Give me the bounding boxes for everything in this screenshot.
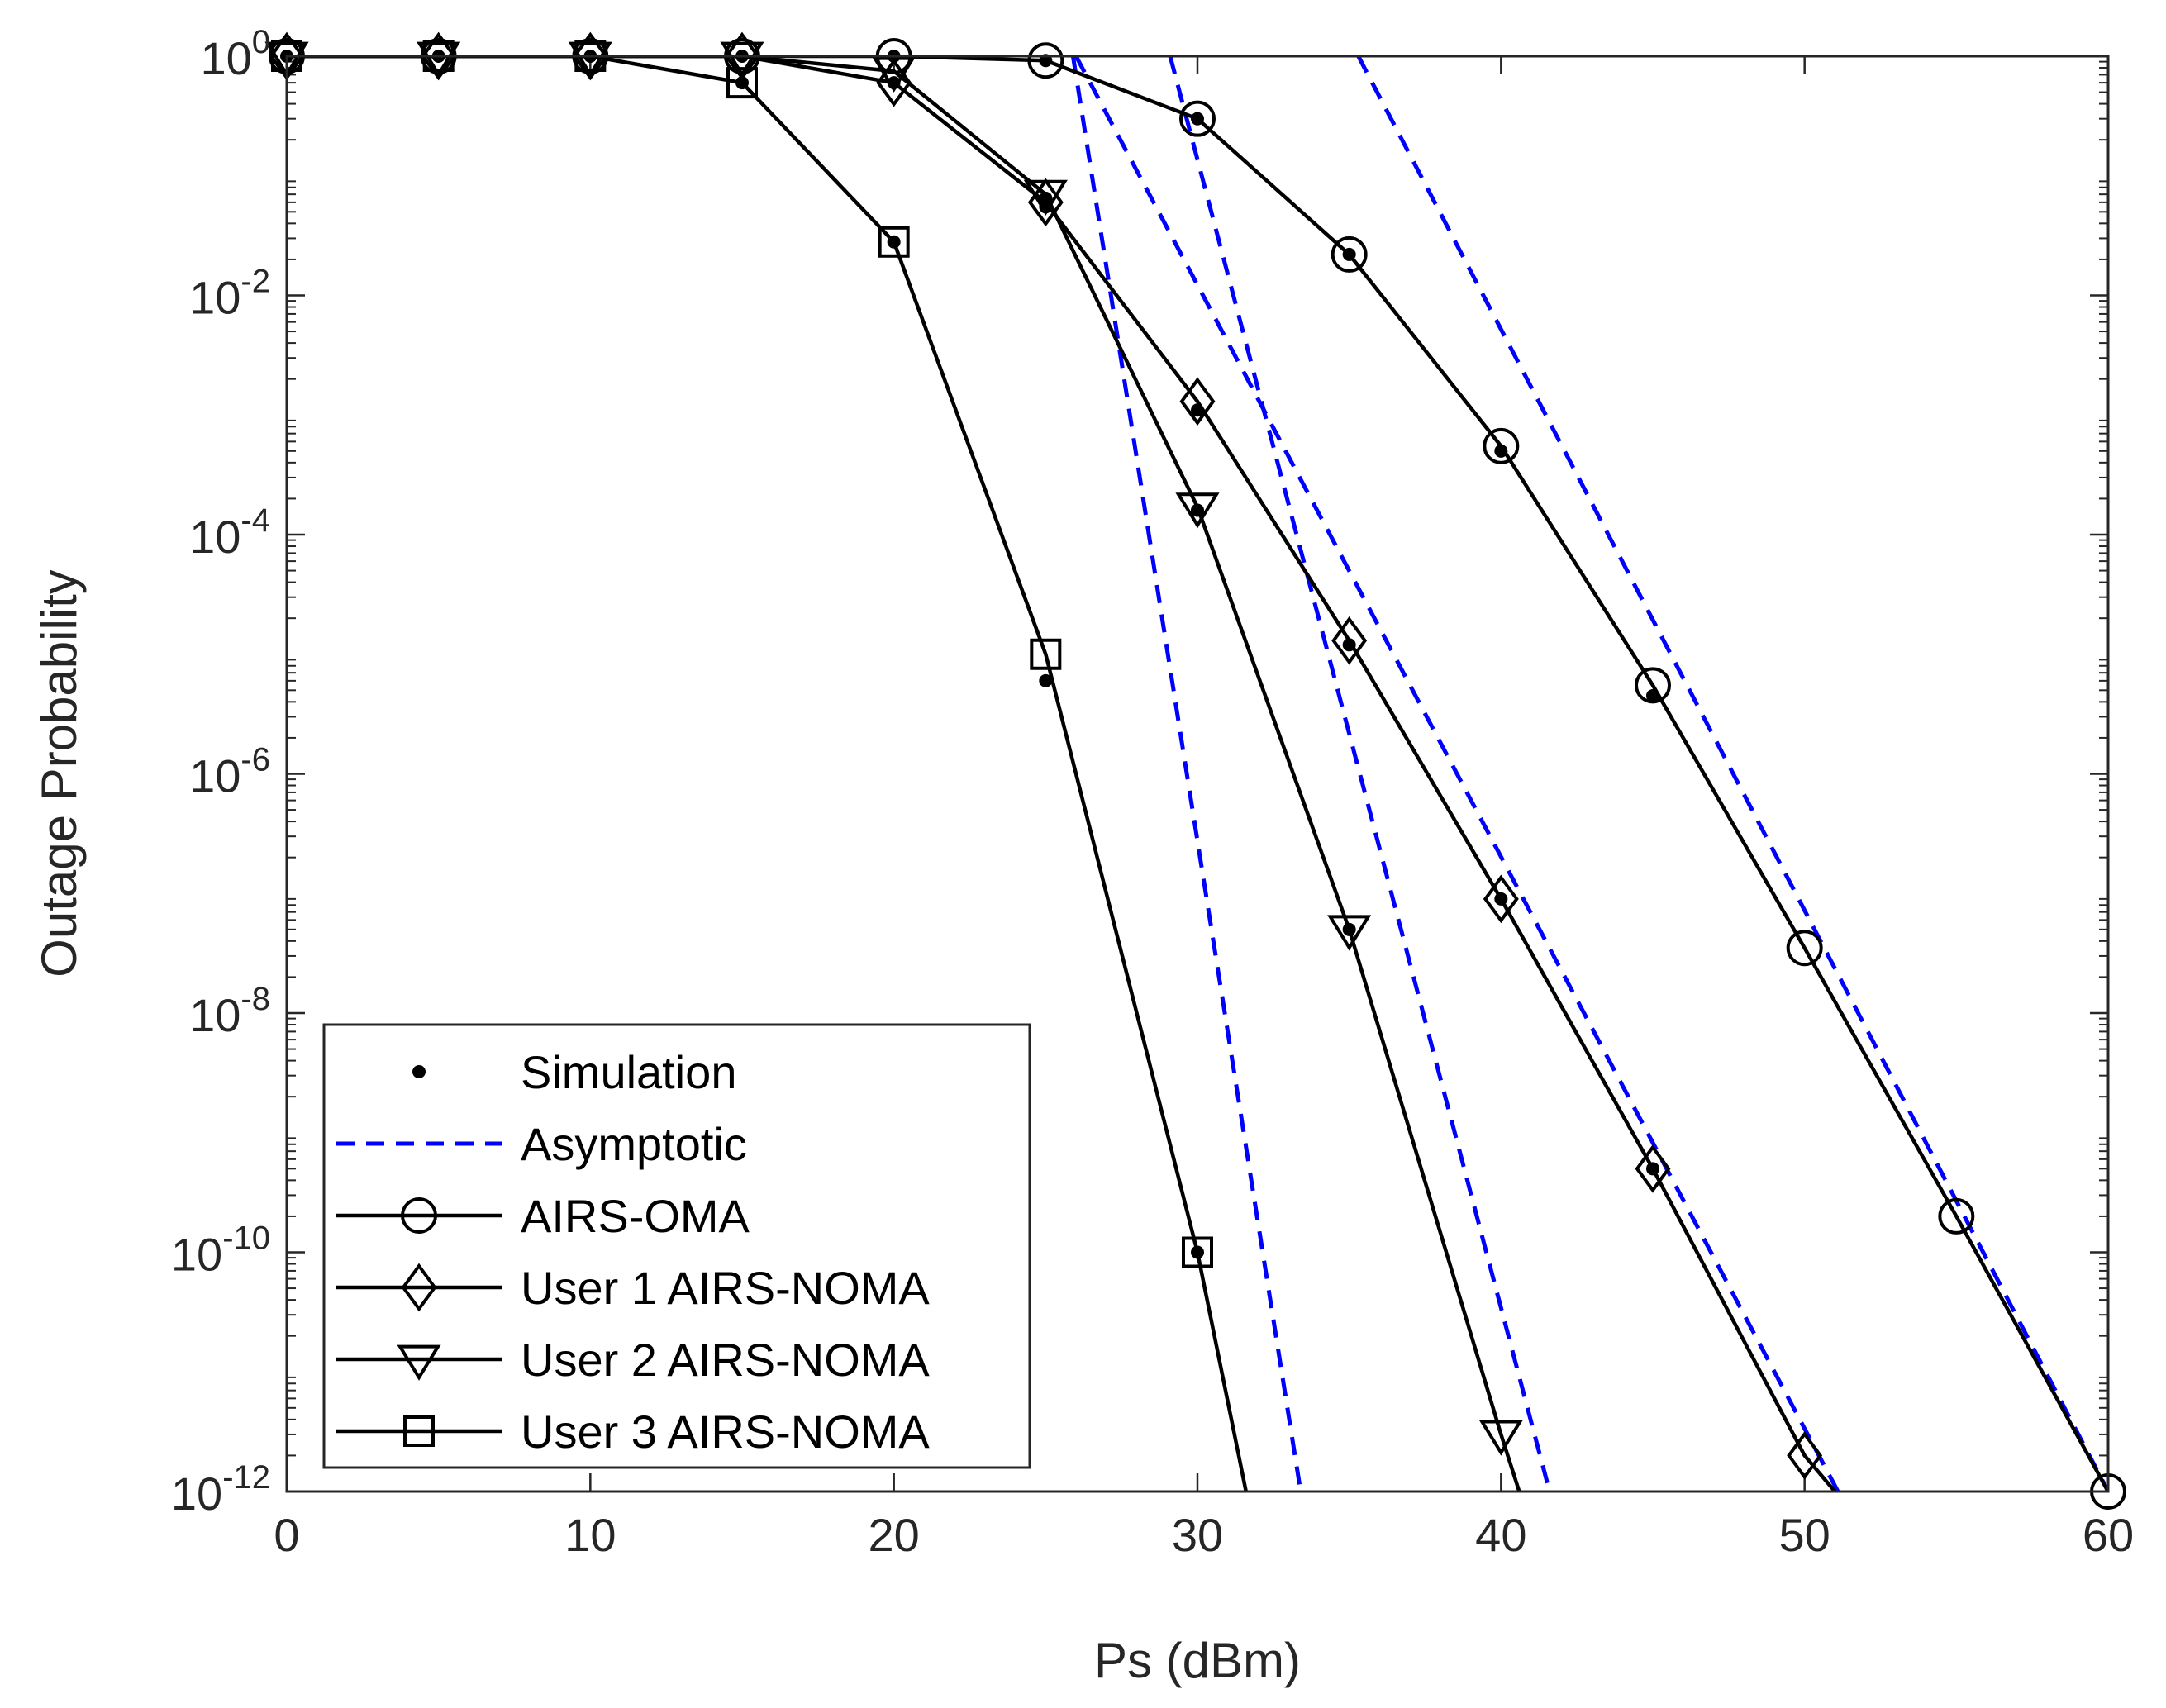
simulation-point (735, 76, 749, 90)
series-line (287, 56, 1248, 1492)
x-tick-label: 0 (274, 1509, 299, 1561)
y-tick-label: 10-12 (171, 1459, 270, 1520)
simulation-point (1342, 247, 1356, 261)
simulation-point (1191, 1245, 1204, 1259)
diamond-marker (1483, 874, 1519, 924)
legend-dot (412, 1065, 426, 1078)
asymptotic-line (1356, 56, 2108, 1492)
y-tick-label: 100 (200, 24, 270, 84)
y-tick-label: 10-2 (189, 264, 270, 324)
simulation-point (887, 235, 901, 249)
square-marker (878, 226, 910, 258)
minor-ticks (287, 60, 2108, 1457)
series-line (287, 56, 1521, 1492)
simulation-point (1646, 1162, 1659, 1176)
x-axis-label: Ps (dBm) (1094, 1633, 1301, 1688)
x-tick-label: 60 (2083, 1509, 2134, 1561)
x-tick-label: 10 (564, 1509, 616, 1561)
axes-box (285, 55, 2110, 1493)
x-tick-label: 50 (1779, 1509, 1830, 1561)
simulation-point (1342, 922, 1356, 936)
simulation-point (1494, 444, 1508, 458)
asymptotic-line (1168, 56, 1552, 1492)
simulation-point (1191, 112, 1204, 126)
simulation-point (1646, 688, 1659, 702)
simulation-point (1342, 638, 1356, 652)
square-marker (1030, 638, 1062, 670)
triangle-down-marker (1175, 492, 1220, 529)
y-tick-label: 10-10 (171, 1220, 270, 1281)
x-tick-labels: 0 10 20 30 40 50 60 (274, 1509, 2134, 1561)
legend-label: Asymptotic (521, 1118, 747, 1170)
diamond-marker (421, 31, 457, 81)
triangle-down-marker (397, 1344, 441, 1381)
y-tick-label: 10-6 (189, 742, 270, 802)
triangle-down-marker (1478, 1420, 1523, 1456)
y-tick-label: 10-8 (189, 981, 270, 1041)
series-line (287, 56, 1837, 1492)
diamond-marker (401, 1263, 437, 1312)
y-axis-label: Outage Probability (31, 569, 87, 978)
simulation-point (1039, 673, 1053, 687)
simulation-point (887, 76, 901, 90)
legend-label: User 3 AIRS-NOMA (521, 1406, 930, 1458)
triangle-down-marker (1327, 915, 1372, 951)
legend-label: Simulation (521, 1046, 736, 1098)
circle-marker (1786, 930, 1823, 967)
circle-marker (401, 1197, 437, 1234)
diamond-marker (1787, 1431, 1823, 1480)
diamond-marker (1331, 616, 1368, 665)
circle-marker (1027, 42, 1064, 79)
y-tick-label: 10-4 (189, 502, 270, 563)
triangle-down-marker (1023, 179, 1068, 216)
diamond-marker (876, 58, 912, 107)
asymptotic-line (1070, 56, 1303, 1492)
simulation-point (1191, 403, 1204, 417)
circle-marker (1179, 100, 1216, 137)
square-marker (1182, 1236, 1213, 1268)
asymptotic-line (1073, 56, 1840, 1492)
y-tick-labels: 100 10-2 10-4 10-6 10-8 10-10 10-12 (171, 24, 270, 1520)
simulation-point (1191, 503, 1204, 517)
x-tick-label: 40 (1475, 1509, 1526, 1561)
legend-label: User 2 AIRS-NOMA (521, 1334, 930, 1386)
simulation-point (1039, 191, 1053, 205)
square-marker (726, 67, 758, 99)
simulation-point (1494, 892, 1508, 906)
circle-marker (1938, 1197, 1975, 1235)
legend-box (322, 1023, 1031, 1469)
x-tick-label: 30 (1172, 1509, 1223, 1561)
circle-marker (1483, 427, 1520, 464)
diamond-marker (1179, 377, 1216, 426)
legend-label: User 1 AIRS-NOMA (521, 1262, 930, 1314)
square-marker (403, 1415, 435, 1447)
diamond-marker (572, 31, 608, 81)
plot-area (264, 31, 2126, 1510)
circle-marker (1331, 236, 1368, 273)
triangle-down-marker (720, 41, 764, 78)
x-tick-label: 20 (869, 1509, 920, 1561)
legend: Simulation Asymptotic AIRS-OMA User 1 AIRS-… (322, 1023, 1031, 1469)
plot-clipped-group (287, 56, 2108, 1492)
diamond-marker (1635, 1144, 1671, 1193)
legend-label: AIRS-OMA (521, 1190, 750, 1242)
